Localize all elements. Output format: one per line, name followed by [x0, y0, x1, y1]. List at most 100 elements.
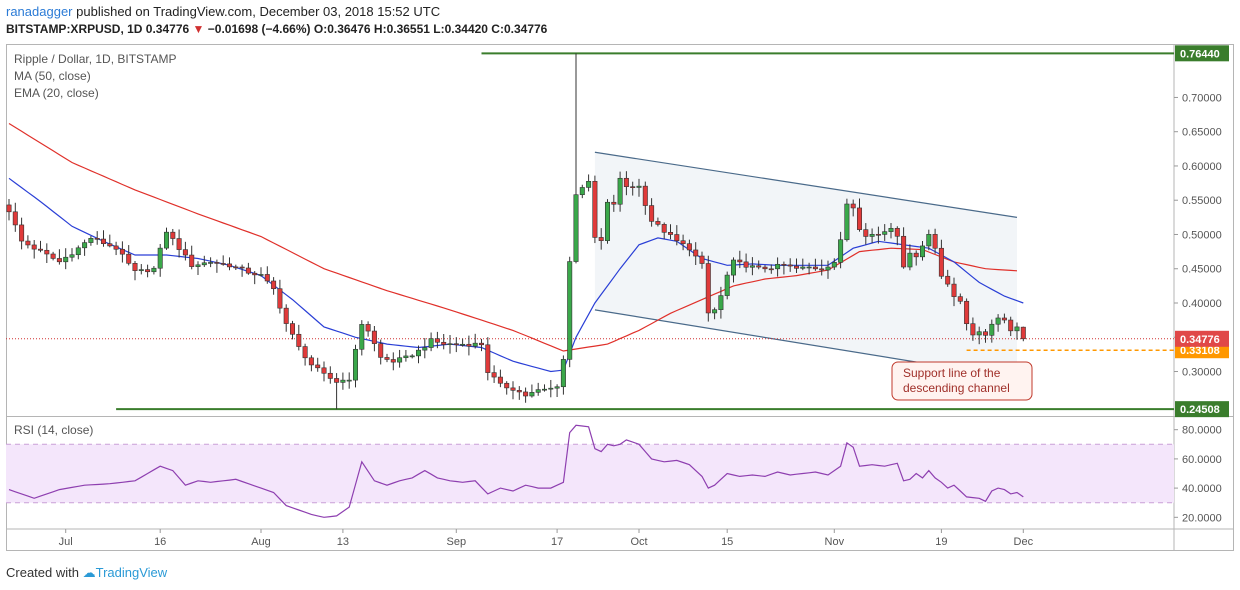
candle-body: [630, 186, 636, 188]
author-link[interactable]: ranadagger: [6, 4, 73, 19]
candle-body: [447, 343, 453, 346]
candle-body: [579, 187, 585, 196]
price-tick-label: 0.65000: [1182, 127, 1222, 139]
candle-body: [25, 240, 31, 246]
candle-body: [730, 259, 736, 276]
tradingview-logo-icon: ☁: [82, 565, 96, 580]
candle-body: [970, 323, 976, 336]
candle-body: [705, 263, 711, 314]
candle-body: [535, 389, 541, 393]
candle-body: [315, 364, 321, 369]
current-price-label: 0.34776: [1180, 334, 1220, 346]
candle-body: [838, 239, 844, 263]
symbol-text: BITSTAMP:XRPUSD, 1D: [6, 22, 143, 36]
candle-body: [428, 338, 434, 348]
candle-body: [901, 235, 907, 268]
candle-body: [680, 240, 686, 244]
candle-body: [1020, 326, 1026, 340]
candle-body: [661, 224, 667, 233]
price-tick-label: 0.40000: [1182, 298, 1222, 310]
candle-body: [598, 237, 604, 241]
candle-body: [737, 259, 743, 263]
candle-body: [1008, 319, 1014, 332]
candle-body: [863, 229, 869, 237]
candle-body: [409, 355, 415, 358]
ema20-line: [8, 177, 1024, 373]
candle-body: [107, 243, 113, 247]
resistance-badge: [1175, 45, 1229, 62]
published-text: published on TradingView.com, December 0…: [76, 4, 441, 19]
resistance-label: 0.76440: [1180, 48, 1220, 60]
candle-body: [271, 280, 277, 290]
candle-body: [932, 234, 938, 249]
candle-body: [497, 376, 503, 384]
rsi-tick-label: 20.0000: [1182, 512, 1222, 524]
candle-body: [113, 245, 119, 250]
rsi-tick-label: 40.0000: [1182, 483, 1222, 495]
candle-body: [573, 194, 579, 262]
candle-body: [441, 341, 447, 345]
candle-body: [743, 261, 749, 268]
candle-body: [781, 263, 787, 266]
current-price-badge: [1175, 330, 1229, 347]
rsi-tick-label: 80.0000: [1182, 425, 1222, 437]
candle-body: [554, 386, 560, 389]
candle-body: [227, 263, 233, 268]
candle-body: [636, 185, 642, 188]
candle-body: [151, 267, 157, 273]
candle-body: [957, 296, 963, 302]
candle-body: [504, 382, 510, 389]
tradingview-brand[interactable]: TradingView: [95, 565, 168, 580]
candle-body: [510, 387, 516, 391]
candle-body: [327, 372, 333, 379]
annotation-box: [891, 361, 1033, 401]
candle-body: [296, 333, 302, 347]
change-text: −0.01698 (−4.66%): [207, 22, 311, 36]
candle-body: [756, 265, 762, 268]
candle-body: [649, 205, 655, 222]
candle-body: [762, 266, 768, 270]
time-tick-label: 15: [721, 536, 733, 548]
candle-body: [913, 252, 919, 258]
chart-frame: [6, 44, 1234, 551]
time-tick-label: 16: [154, 536, 166, 548]
candle-body: [529, 392, 535, 397]
time-tick-label: 19: [935, 536, 947, 548]
candle-body: [321, 367, 327, 374]
candle-body: [12, 211, 18, 226]
candle-body: [289, 323, 295, 335]
candle-body: [6, 204, 12, 213]
candle-body: [938, 247, 944, 277]
candle-body: [800, 266, 806, 269]
candle-body: [768, 268, 774, 271]
candle-body: [371, 330, 377, 344]
candle-body: [693, 249, 699, 257]
candle-body: [245, 267, 251, 274]
candle-body: [132, 263, 138, 271]
candle-body: [995, 317, 1001, 325]
recent-low-label: 0.33108: [1180, 345, 1220, 357]
price-chart[interactable]: 0.300000.350000.400000.450000.500000.550…: [6, 44, 1234, 554]
candle-body: [806, 266, 812, 269]
candle-body: [844, 203, 850, 241]
support-badge: [1175, 401, 1229, 418]
candle-body: [390, 359, 396, 363]
price-tick-label: 0.50000: [1182, 229, 1222, 241]
rsi-legend: RSI (14, close): [14, 423, 93, 437]
candle-body: [611, 201, 617, 205]
candle-body: [882, 231, 888, 235]
candle-body: [819, 268, 825, 271]
candle-body: [63, 256, 69, 263]
candle-body: [460, 343, 466, 346]
candle-body: [283, 307, 289, 324]
candle-body: [567, 261, 573, 360]
candle-body: [220, 263, 226, 265]
candle-body: [157, 247, 163, 269]
candle-body: [674, 234, 680, 242]
candle-body: [875, 233, 881, 236]
candle-body: [642, 185, 648, 206]
candle-body: [699, 255, 705, 264]
candle-body: [195, 264, 201, 267]
candle-body: [989, 323, 995, 336]
candle-body: [712, 309, 718, 314]
